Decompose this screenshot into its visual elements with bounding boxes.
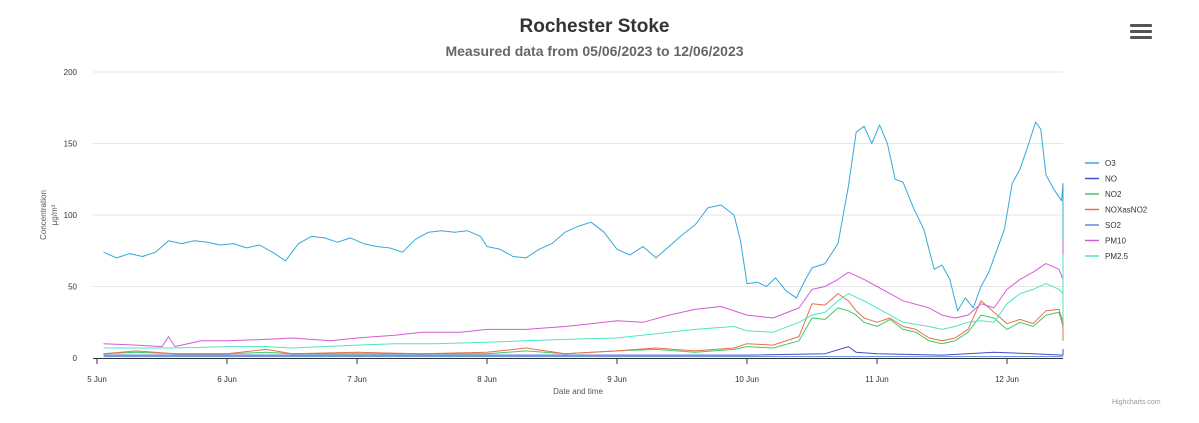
hamburger-icon	[1130, 24, 1152, 39]
series-line-pm25[interactable]	[103, 254, 1064, 349]
y-tick-label: 150	[64, 140, 78, 149]
y-tick-label: 200	[64, 68, 78, 77]
legend-label: O3	[1105, 159, 1116, 168]
axes: 0 50 100 150 200 5 Jun 6 Jun 7 Jun 8 Jun 9 Jun 10 …	[64, 68, 1063, 384]
legend-item-no[interactable]: NO	[1085, 175, 1117, 184]
x-tick-label: 9 Jun	[607, 375, 627, 384]
legend-label: NO2	[1105, 190, 1122, 199]
legend-item-so2[interactable]: SO2	[1085, 221, 1122, 230]
legend-label: PM2.5	[1105, 252, 1129, 261]
series-line-no[interactable]	[103, 346, 1064, 356]
legend-item-no2[interactable]: NO2	[1085, 190, 1122, 199]
x-tick-label: 5 Jun	[87, 375, 107, 384]
legend-item-pm10[interactable]: PM10	[1085, 237, 1126, 246]
series-line-noxasno2[interactable]	[103, 293, 1064, 355]
x-tick-label: 12 Jun	[995, 375, 1019, 384]
credits-link[interactable]: Highcharts.com	[1112, 399, 1161, 406]
legend-label: NO	[1105, 175, 1117, 184]
series-line-pm10[interactable]	[103, 240, 1064, 348]
y-tick-label: 100	[64, 211, 78, 220]
legend-label: SO2	[1105, 221, 1122, 230]
legend-item-pm25[interactable]: PM2.5	[1085, 252, 1129, 261]
x-tick-label: 11 Jun	[865, 375, 888, 384]
series-line-o3[interactable]	[103, 121, 1064, 312]
x-tick-label: 10 Jun	[735, 375, 759, 384]
x-tick-label: 7 Jun	[347, 375, 367, 384]
y-tick-label: 0	[73, 354, 78, 363]
legend-label: PM10	[1105, 237, 1126, 246]
chart-menu-button[interactable]	[1130, 24, 1152, 42]
legend-label: NOXasNO2	[1105, 206, 1148, 215]
series-lines	[103, 121, 1064, 358]
x-tick-label: 6 Jun	[217, 375, 237, 384]
y-axis-unit: µg/m³	[50, 204, 59, 225]
grid-lines	[93, 71, 1063, 287]
legend-item-noxasno2[interactable]: NOXasNO2	[1085, 206, 1148, 215]
chart-subtitle: Measured data from 05/06/2023 to 12/06/2…	[445, 43, 744, 59]
y-axis-title: Concentration	[39, 190, 48, 240]
x-axis-title: Date and time	[553, 387, 603, 396]
chart-title: Rochester Stoke	[519, 16, 670, 37]
x-tick-label: 8 Jun	[477, 375, 497, 384]
legend-item-o3[interactable]: O3	[1085, 159, 1116, 168]
y-tick-label: 50	[68, 283, 77, 292]
legend: O3 NO NO2 NOXasNO2 SO2 PM10 PM2.5	[1085, 159, 1148, 261]
